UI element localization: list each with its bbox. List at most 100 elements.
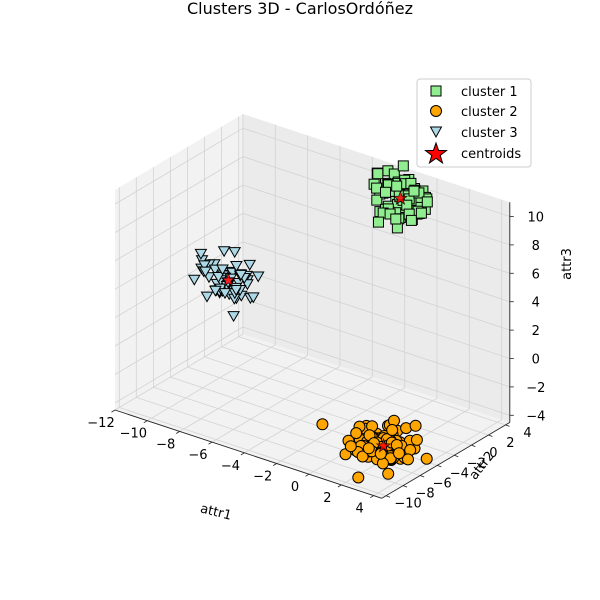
legend-marker-cluster-2 — [430, 105, 442, 117]
z-tick-label: 0 — [532, 353, 540, 368]
point-cluster-1 — [408, 185, 420, 197]
back-pane — [242, 114, 510, 423]
x-tick-label: 4 — [356, 502, 364, 517]
point-cluster-3 — [212, 272, 225, 283]
x-tick-mark — [111, 409, 116, 413]
point-cluster-1 — [390, 213, 402, 225]
legend-frame — [416, 78, 532, 168]
centroid-star — [220, 272, 237, 288]
y-tick-label: −10 — [394, 497, 421, 512]
point-cluster-3 — [246, 292, 260, 304]
point-cluster-2 — [410, 433, 423, 446]
y-tick-label: −6 — [433, 477, 452, 492]
x-axis-label: attr1 — [199, 501, 233, 523]
gridline-z-left — [114, 241, 244, 319]
legend-marker-cluster-3 — [429, 126, 443, 139]
point-cluster-2 — [356, 450, 369, 463]
point-cluster-3 — [209, 285, 222, 297]
gridline-z-left — [114, 127, 244, 205]
data-points — [187, 160, 433, 484]
point-cluster-2 — [420, 452, 433, 465]
chart-title: Clusters 3D - CarlosOrdóñez — [187, 0, 413, 18]
legend-label-cluster-3: cluster 3 — [461, 126, 518, 141]
x-tick-label: −12 — [87, 416, 114, 431]
gridline-z-back — [242, 298, 510, 388]
gridline-z-left — [114, 213, 244, 290]
grid-lines — [114, 114, 510, 497]
point-cluster-3 — [217, 246, 231, 258]
gridline-z-back — [242, 213, 510, 303]
point-cluster-3 — [218, 288, 232, 300]
point-cluster-2 — [386, 424, 399, 436]
z-tick-label: −4 — [526, 409, 545, 424]
point-cluster-2 — [393, 447, 405, 460]
point-cluster-2 — [409, 419, 422, 432]
point-cluster-1 — [373, 216, 384, 228]
x-tick-mark — [208, 441, 213, 445]
centroid-star — [375, 437, 392, 453]
legend-marker-centroids — [424, 141, 448, 165]
point-cluster-3 — [194, 248, 208, 260]
gridline-y-floor — [136, 397, 404, 486]
x-axis-line — [114, 409, 382, 499]
point-cluster-3 — [229, 285, 243, 296]
point-cluster-1 — [391, 180, 403, 192]
x-tick-mark — [369, 495, 374, 499]
x-tick-label: −4 — [221, 459, 240, 474]
point-cluster-2 — [382, 467, 395, 480]
legend-label-cluster-2: cluster 2 — [461, 105, 518, 120]
point-cluster-3 — [187, 274, 201, 286]
gridline-z-back — [242, 269, 510, 359]
legend-marker-cluster-1 — [430, 85, 442, 97]
point-cluster-3 — [198, 260, 211, 272]
x-tick-mark — [272, 463, 277, 466]
x-tick-label: −8 — [156, 437, 175, 452]
x-tick-mark — [143, 420, 148, 424]
gridline-y-floor — [204, 356, 472, 446]
gridline-z-left — [114, 156, 244, 233]
gridline-y-floor — [221, 346, 489, 436]
z-tick-label: −2 — [526, 381, 545, 396]
point-cluster-3 — [243, 259, 257, 271]
point-cluster-2 — [350, 427, 363, 440]
point-cluster-2 — [344, 440, 357, 453]
z-tick-label: 8 — [532, 239, 540, 254]
point-cluster-3 — [200, 291, 214, 303]
point-cluster-3 — [199, 266, 212, 278]
left-pane — [115, 114, 243, 410]
x-tick-label: −10 — [120, 427, 147, 442]
point-cluster-3 — [230, 261, 243, 272]
point-cluster-3 — [227, 311, 240, 323]
y-tick-label: −8 — [416, 487, 435, 502]
y-tick-mark — [471, 444, 476, 447]
x-tick-label: 2 — [323, 491, 331, 506]
x-tick-label: −6 — [188, 448, 207, 463]
point-cluster-3 — [228, 247, 242, 259]
legend: cluster 1 cluster 2 cluster 3 centroids — [416, 78, 532, 168]
y-tick-label: −4 — [450, 466, 469, 481]
x-tick-mark — [337, 484, 342, 488]
gridline-z-back — [242, 184, 510, 274]
y-tick-label: 0 — [489, 446, 497, 461]
point-cluster-1 — [421, 196, 433, 208]
x-tick-mark — [305, 473, 310, 477]
x-tick-label: 0 — [291, 480, 299, 495]
point-cluster-1 — [372, 168, 384, 180]
gridline-z-left — [114, 326, 244, 404]
y-tick-mark — [385, 495, 391, 498]
gridline-z-back — [242, 326, 510, 416]
y-tick-label: −2 — [467, 456, 486, 471]
z-axis-label: attr3 — [560, 248, 575, 280]
y-tick-mark — [437, 465, 442, 468]
y-tick-mark — [454, 454, 459, 458]
point-cluster-1 — [380, 186, 391, 198]
y-tick-mark — [402, 485, 408, 488]
point-cluster-1 — [415, 207, 427, 219]
z-tick-label: 2 — [532, 324, 540, 339]
point-cluster-2 — [402, 453, 414, 466]
x-tick-label: −2 — [253, 470, 272, 485]
legend-label-cluster-1: cluster 1 — [461, 85, 518, 100]
gridline-y-floor — [119, 407, 387, 497]
